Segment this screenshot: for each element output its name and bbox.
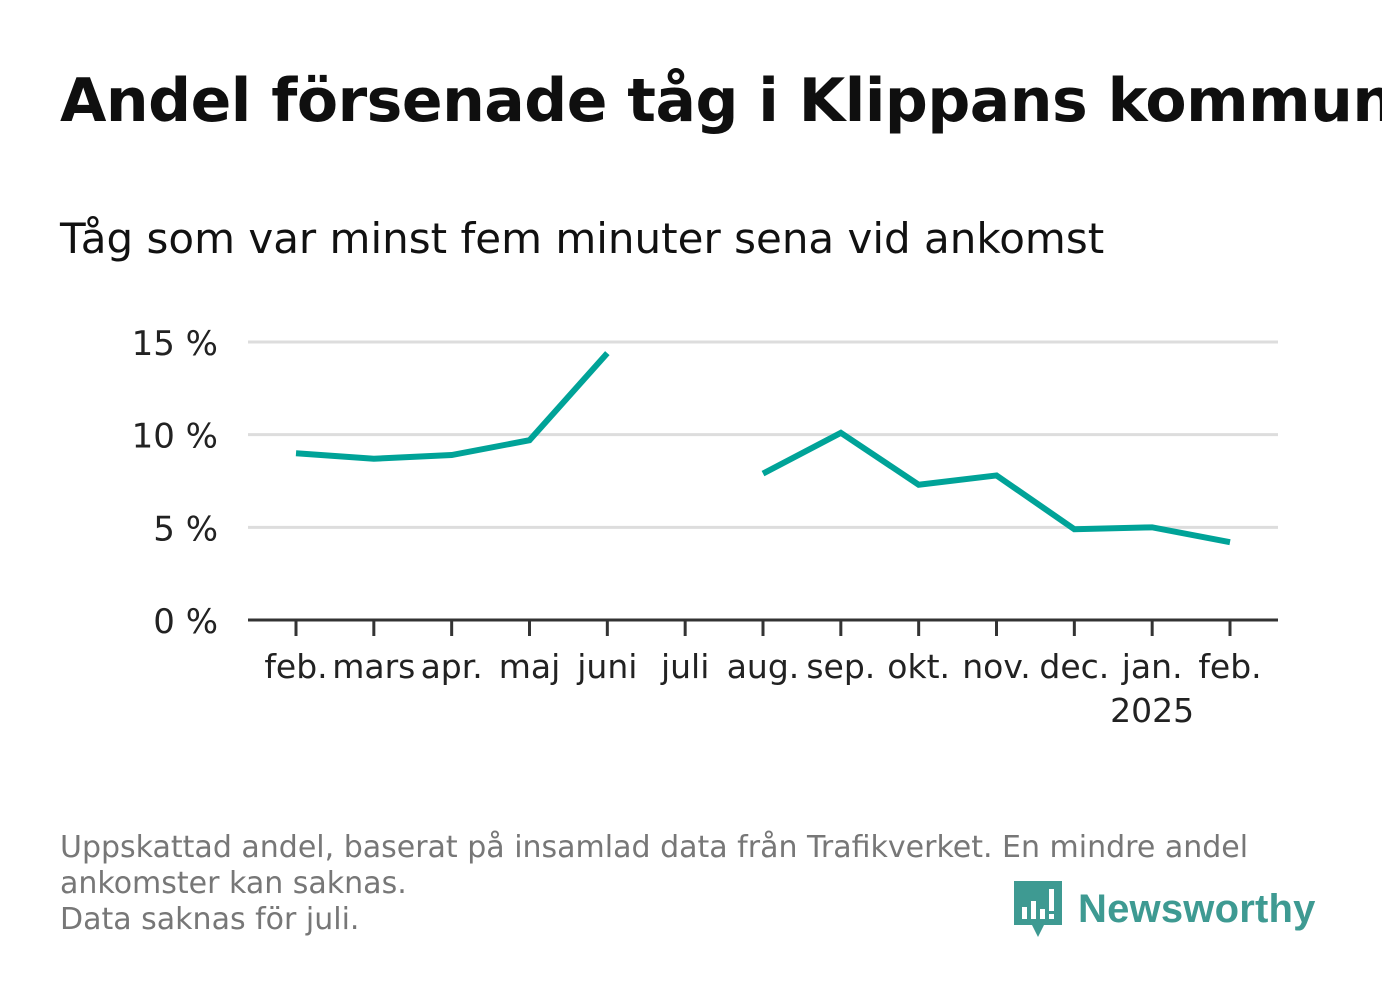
x-tick-label: feb.	[264, 647, 327, 686]
x-tick-label: sep.	[806, 647, 875, 686]
y-tick-label: 5 %	[153, 509, 218, 549]
series-line-segment	[761, 429, 1231, 546]
x-tick-label: feb.	[1198, 647, 1261, 686]
newsworthy-logo: Newsworthy	[1012, 879, 1316, 939]
y-tick-label: 0 %	[153, 602, 218, 642]
chart-subtitle: Tåg som var minst fem minuter sena vid a…	[60, 214, 1105, 263]
x-tick-label: juli	[660, 647, 709, 686]
y-tick-label: 10 %	[132, 417, 218, 457]
footnote-line: Uppskattad andel, baserat på insamlad da…	[60, 830, 1249, 865]
x-tick-label: mars	[332, 647, 415, 686]
footnote-line: ankomster kan saknas.	[60, 866, 407, 901]
x-tick-label: dec.	[1039, 647, 1109, 686]
x-tick-label: jan.	[1121, 647, 1183, 686]
x-year-label: 2025	[1110, 691, 1194, 730]
newsworthy-logo-icon	[1014, 881, 1062, 937]
x-tick-label: apr.	[421, 647, 483, 686]
chart-title: Andel försenade tåg i Klippans kommun	[60, 66, 1382, 136]
x-tick-label: okt.	[887, 647, 950, 686]
x-tick-label: maj	[499, 647, 561, 686]
footnote-line: Data saknas för juli.	[60, 902, 360, 937]
newsworthy-logo-text: Newsworthy	[1078, 886, 1316, 931]
footnote: Uppskattad andel, baserat på insamlad da…	[60, 830, 1320, 938]
series-line-segment	[295, 351, 610, 462]
x-tick-label: aug.	[727, 647, 800, 686]
x-tick-label: nov.	[962, 647, 1031, 686]
y-tick-label: 15 %	[132, 324, 218, 364]
line-chart: 0 %5 %10 %15 %feb. mars apr. maj juni juli aug…	[132, 324, 1278, 730]
x-tick-label: juni	[576, 647, 637, 686]
